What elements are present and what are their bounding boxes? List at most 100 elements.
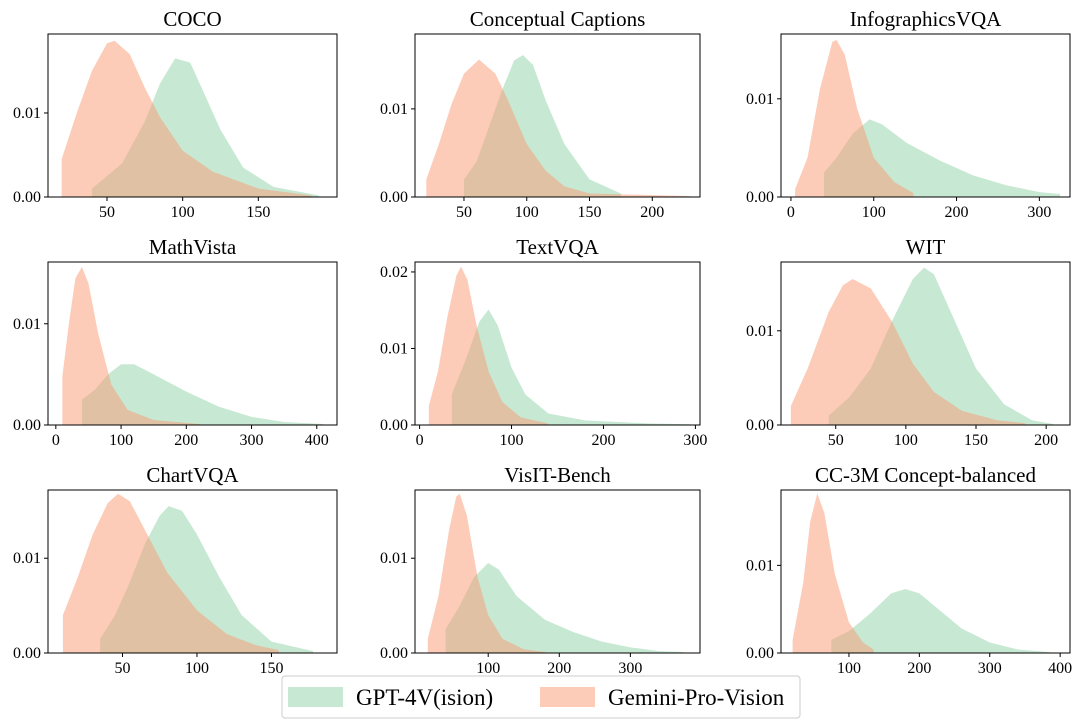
x-tick-label: 100 (185, 660, 209, 677)
x-tick-label: 400 (305, 432, 329, 449)
plot-area (790, 267, 1054, 425)
density-area (428, 266, 549, 425)
y-tick-label: 0.01 (380, 340, 408, 357)
plot-area (62, 493, 314, 653)
density-area (62, 267, 200, 425)
density-area (831, 589, 1050, 653)
x-tick-label: 50 (114, 660, 130, 677)
x-tick-label: 50 (828, 432, 844, 449)
y-tick-label: 0.01 (746, 91, 774, 108)
y-tick-label: 0.00 (746, 189, 774, 206)
x-tick-label: 200 (547, 660, 571, 677)
subplot-title: TextVQA (516, 235, 599, 259)
x-tick-label: 100 (894, 432, 918, 449)
y-tick-label: 0.01 (746, 323, 774, 340)
x-tick-label: 300 (683, 432, 707, 449)
y-tick-label: 0.01 (380, 550, 408, 567)
legend-swatch (540, 687, 595, 707)
density-area (62, 493, 279, 653)
subplot-title: InfographicsVQA (850, 7, 1002, 31)
axes-frame (47, 33, 338, 198)
axes-frame (780, 489, 1071, 654)
axes-frame (414, 261, 701, 426)
x-tick-label: 200 (1034, 432, 1058, 449)
x-tick-label: 150 (246, 204, 270, 221)
density-area (792, 493, 874, 653)
axes-frame (47, 489, 338, 654)
density-area (427, 493, 546, 653)
plot-area (792, 493, 1050, 653)
subplot-title: COCO (163, 7, 221, 31)
x-tick-label: 50 (99, 204, 115, 221)
x-tick-label: 100 (515, 204, 539, 221)
plot-area (795, 39, 1061, 197)
y-tick-label: 0.00 (746, 417, 774, 434)
y-tick-label: 0.01 (746, 557, 774, 574)
axes-frame (780, 33, 1071, 198)
x-tick-label: 200 (640, 204, 664, 221)
x-tick-label: 200 (945, 204, 969, 221)
y-tick-label: 0.01 (13, 316, 41, 333)
subplot-title: CC-3M Concept-balanced (815, 463, 1037, 487)
legend-label: Gemini-Pro-Vision (608, 685, 785, 710)
subplot-title: VisIT-Bench (504, 463, 611, 487)
x-tick-label: 50 (456, 204, 472, 221)
y-tick-label: 0.00 (13, 417, 41, 434)
x-tick-label: 150 (964, 432, 988, 449)
subplot-title: ChartVQA (146, 463, 239, 487)
x-tick-label: 100 (109, 432, 133, 449)
x-tick-label: 100 (476, 660, 500, 677)
y-tick-label: 0.00 (746, 645, 774, 662)
x-tick-label: 300 (240, 432, 264, 449)
axes-frame (414, 33, 701, 198)
plot-area (426, 55, 690, 197)
y-tick-label: 0.00 (13, 645, 41, 662)
x-tick-label: 100 (862, 204, 886, 221)
x-tick-label: 300 (618, 660, 642, 677)
y-tick-label: 0.02 (380, 264, 408, 281)
plot-area (427, 493, 684, 653)
y-tick-label: 0.00 (380, 189, 408, 206)
x-tick-label: 150 (578, 204, 602, 221)
plot-area (61, 40, 319, 197)
subplot-title: MathVista (149, 235, 237, 259)
axes-frame (414, 489, 701, 654)
axes-frame (780, 261, 1071, 426)
x-tick-label: 0 (787, 204, 795, 221)
subplot-title: WIT (906, 235, 946, 259)
axes-frame (47, 261, 338, 426)
y-tick-label: 0.01 (13, 550, 41, 567)
legend-label: GPT-4V(ision) (356, 685, 493, 710)
density-area (795, 39, 914, 197)
x-tick-label: 100 (837, 660, 861, 677)
x-tick-label: 100 (171, 204, 195, 221)
legend-swatch (288, 687, 343, 707)
y-tick-label: 0.00 (13, 189, 41, 206)
density-area (445, 562, 684, 653)
y-tick-label: 0.01 (380, 101, 408, 118)
legend: GPT-4V(ision) Gemini-Pro-Vision (281, 675, 801, 719)
x-tick-label: 200 (591, 432, 615, 449)
x-tick-label: 0 (416, 432, 424, 449)
density-area (81, 364, 324, 425)
x-tick-label: 400 (1048, 660, 1072, 677)
plot-area (62, 267, 324, 425)
x-tick-label: 300 (978, 660, 1002, 677)
x-tick-label: 200 (174, 432, 198, 449)
x-tick-label: 200 (907, 660, 931, 677)
density-area (451, 309, 691, 425)
density-area (61, 40, 312, 197)
plot-area (428, 266, 691, 425)
x-tick-label: 100 (500, 432, 524, 449)
subplot-title: Conceptual Captions (470, 7, 646, 31)
density-area (426, 59, 690, 197)
x-tick-label: 300 (1027, 204, 1051, 221)
x-tick-label: 150 (259, 660, 283, 677)
x-tick-label: 0 (52, 432, 60, 449)
y-tick-label: 0.00 (380, 645, 408, 662)
y-tick-label: 0.00 (380, 417, 408, 434)
y-tick-label: 0.01 (13, 105, 41, 122)
density-area (790, 278, 1026, 425)
